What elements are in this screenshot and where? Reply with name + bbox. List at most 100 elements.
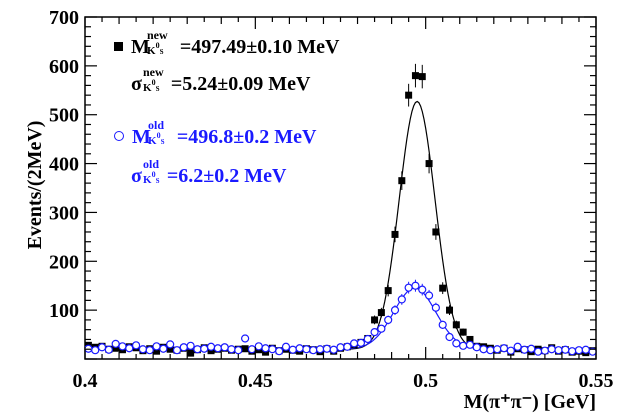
data-point-old bbox=[438, 320, 447, 329]
sigma-symbol: σ bbox=[131, 165, 142, 187]
open-circle-icon bbox=[114, 131, 124, 142]
subscript-kshort: K0S bbox=[143, 78, 160, 94]
x-axis-label: M(π⁺π⁻) [GeV] bbox=[464, 391, 596, 413]
data-point-old bbox=[574, 346, 584, 355]
data-point-old bbox=[472, 343, 481, 352]
data-point-old bbox=[377, 324, 386, 333]
data-point-old bbox=[254, 342, 263, 351]
data-point-old bbox=[479, 345, 488, 354]
data-point-old bbox=[465, 340, 475, 349]
data-point-old bbox=[520, 345, 529, 354]
data-point-old bbox=[118, 342, 127, 351]
data-point-new bbox=[459, 328, 467, 336]
data-point-new bbox=[411, 72, 419, 80]
subscript-kshort: K0S bbox=[147, 41, 164, 57]
data-point-old bbox=[193, 345, 202, 354]
data-point-old bbox=[166, 340, 175, 349]
data-point-old bbox=[547, 345, 556, 354]
data-point-old bbox=[288, 345, 297, 354]
data-point-old bbox=[97, 343, 107, 352]
data-point-old bbox=[404, 283, 413, 292]
old-mass-value: =496.8±0.2 MeV bbox=[176, 126, 317, 148]
data-point-old bbox=[486, 346, 495, 355]
data-point-old bbox=[513, 342, 522, 351]
data-point-old bbox=[568, 347, 577, 356]
data-point-old bbox=[261, 344, 270, 353]
new-width-value: =5.24±0.09 MeV bbox=[170, 73, 311, 95]
data-point-old bbox=[527, 344, 536, 353]
y-axis-label: Events/(2MeV) bbox=[24, 121, 46, 250]
old-width-value: =6.2±0.2 MeV bbox=[166, 165, 287, 187]
data-point-old bbox=[145, 346, 154, 355]
x-tick-label: 0.45 bbox=[238, 370, 273, 392]
data-point-new bbox=[384, 287, 392, 295]
data-point-old bbox=[370, 328, 379, 337]
data-point-old bbox=[309, 346, 318, 355]
data-point-old bbox=[227, 345, 236, 354]
data-point-old bbox=[179, 343, 188, 352]
filled-square-icon bbox=[114, 41, 123, 51]
data-point-new bbox=[187, 349, 195, 357]
sigma-symbol: σ bbox=[131, 73, 142, 95]
data-point-old bbox=[329, 345, 338, 354]
x-tick-label: 0.55 bbox=[579, 370, 614, 392]
data-point-new bbox=[371, 316, 379, 324]
data-point-old bbox=[363, 334, 372, 344]
data-point-new bbox=[425, 160, 433, 168]
data-point-old bbox=[138, 345, 148, 354]
mass-symbol: M bbox=[131, 36, 150, 58]
data-point-old bbox=[220, 343, 229, 352]
data-point-old bbox=[397, 295, 406, 304]
data-point-old bbox=[234, 346, 243, 355]
data-point-new bbox=[166, 345, 174, 353]
legend-old-width: σ old K0S =6.2±0.2 MeV bbox=[131, 158, 287, 187]
data-point-new bbox=[377, 309, 385, 317]
new-mass-value: =497.49±0.10 MeV bbox=[179, 36, 340, 58]
data-points bbox=[84, 63, 597, 357]
data-point-old bbox=[268, 345, 277, 354]
x-tick-label: 0.5 bbox=[413, 370, 438, 392]
data-point-old bbox=[554, 346, 563, 355]
data-point-old bbox=[302, 345, 311, 354]
y-tick-label: 400 bbox=[49, 154, 79, 176]
data-point-old bbox=[91, 346, 100, 355]
data-point-old bbox=[581, 345, 590, 354]
data-point-new bbox=[452, 321, 460, 329]
data-point-old bbox=[431, 303, 440, 312]
superscript-old: old bbox=[148, 118, 165, 132]
legend-new-width: σ new K0S =5.24±0.09 MeV bbox=[131, 66, 311, 95]
data-point-old bbox=[350, 339, 359, 348]
data-point-old bbox=[445, 332, 454, 342]
data-point-new bbox=[405, 91, 413, 99]
superscript-new: new bbox=[143, 65, 164, 79]
data-point-new bbox=[153, 347, 161, 355]
x-tick-label: 0.4 bbox=[73, 370, 98, 392]
data-point-old bbox=[390, 306, 400, 315]
data-point-old bbox=[493, 345, 502, 354]
subscript-kshort: K0S bbox=[143, 170, 160, 186]
data-point-new bbox=[391, 230, 399, 238]
data-point-new bbox=[398, 177, 406, 185]
tick-marks: 0.4 0.45 0.5 0.55 100 200 300 400 500 600 700 bbox=[49, 7, 614, 392]
data-point-old bbox=[506, 346, 515, 355]
data-point-old bbox=[247, 345, 257, 354]
data-point-new bbox=[112, 344, 120, 352]
data-point-old bbox=[104, 345, 113, 354]
data-point-old bbox=[206, 342, 216, 351]
data-point-old bbox=[315, 345, 325, 354]
data-point-old bbox=[452, 339, 461, 348]
data-point-new bbox=[446, 306, 454, 314]
data-point-old bbox=[111, 339, 120, 348]
superscript-old: old bbox=[143, 157, 160, 171]
data-point-old bbox=[533, 347, 543, 356]
data-point-old bbox=[186, 341, 195, 350]
data-point-old bbox=[459, 341, 468, 350]
data-point-new bbox=[432, 228, 440, 236]
y-tick-label: 700 bbox=[49, 7, 79, 29]
data-point-new bbox=[418, 73, 426, 81]
data-point-old bbox=[125, 344, 134, 353]
data-point-old bbox=[152, 342, 161, 351]
data-point-old bbox=[411, 281, 420, 290]
data-point-old bbox=[418, 285, 427, 294]
